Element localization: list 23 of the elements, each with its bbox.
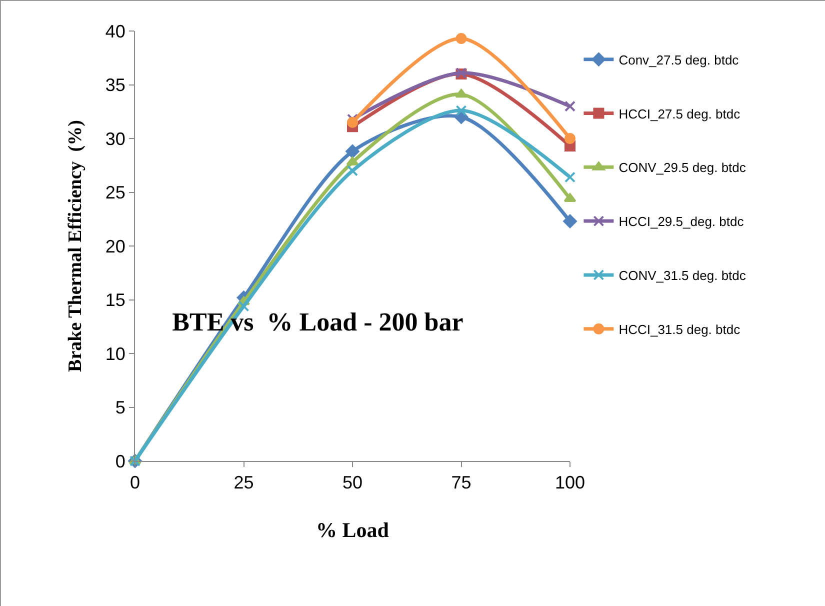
x-tick-label: 50 [342,472,363,493]
legend-label: CONV_29.5 deg. btdc [618,160,746,176]
y-tick-label: 35 [105,75,126,96]
y-tick-label: 40 [105,21,126,42]
y-tick-label: 10 [105,344,126,364]
legend-label: HCCI_31.5 deg. btdc [618,322,741,337]
y-axis-title: Brake Thermal Efficiency (%) [65,120,86,372]
y-tick-label: 5 [115,398,126,418]
x-axis-title: % Load [316,518,390,542]
text: BTE vs % Load - 200 bar [172,307,464,336]
legend-label: CONV_31.5 deg. btdc [618,268,746,284]
y-tick-label: 20 [105,236,126,256]
y-tick-label: 0 [115,451,126,472]
legend-label: Conv_27.5 deg. btdc [618,52,740,68]
x-tick-label: 0 [130,472,140,493]
y-tick-label: 15 [105,290,126,310]
legend-label: HCCI_27.5 deg. btdc [618,106,741,122]
y-tick-label: 25 [105,182,126,203]
legend-label: HCCI_29.5_deg. btdc [618,214,744,230]
x-tick-label: 75 [451,472,472,493]
y-tick-label: 30 [105,128,126,149]
x-tick-label: 25 [234,472,254,493]
x-tick-label: 100 [554,472,586,493]
